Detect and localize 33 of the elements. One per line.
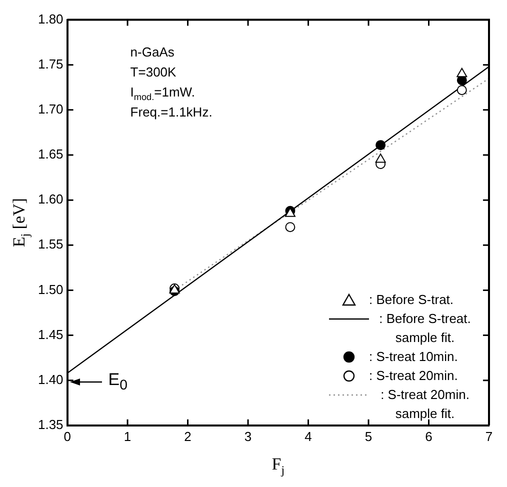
point (285, 222, 296, 232)
annotation: E$_{0}$ (108, 370, 128, 394)
point (376, 140, 386, 150)
legend-label: : Before S-treat. sample fit. (378, 310, 472, 348)
y-tick-label: 1.65 (38, 146, 64, 162)
x-tick-label: 3 (244, 428, 252, 444)
annotation: n-GaAs (130, 44, 175, 60)
y-tick-label: 1.50 (38, 282, 64, 297)
x-tick-label: 1 (124, 428, 132, 444)
y-axis-title: Ej [eV] (9, 198, 32, 248)
y-tick-label: 1.40 (38, 372, 64, 387)
point (456, 85, 467, 96)
y-tick-label: 1.70 (38, 102, 64, 117)
x-tick-label: 7 (485, 428, 493, 444)
x-tick-label: 0 (64, 428, 71, 444)
annotation: Freq.=1.1kHz. (130, 104, 212, 120)
legend-label: : S-treat 10min. (369, 348, 458, 366)
y-tick-label: 1.80 (38, 11, 64, 26)
x-tick-label: 4 (304, 428, 312, 444)
x-tick-label: 6 (425, 428, 432, 444)
legend-label: : S-treat 20min. (369, 367, 458, 386)
y-tick-label: 1.35 (38, 416, 64, 432)
legend-label: : Before S-trat. (369, 291, 454, 310)
legend-label: : S-treat 20min. sample fit. (380, 386, 470, 424)
x-tick-label: 2 (184, 428, 192, 444)
point (375, 154, 386, 163)
y-tick-label: 1.55 (38, 236, 64, 252)
y-tick-label: 1.60 (38, 192, 64, 207)
y-tick-label: 1.75 (38, 56, 64, 72)
y-tick-label: 1.45 (38, 326, 64, 342)
annotation: T=300K (130, 64, 177, 80)
point (456, 68, 468, 78)
x-tick-label: 5 (364, 428, 372, 444)
